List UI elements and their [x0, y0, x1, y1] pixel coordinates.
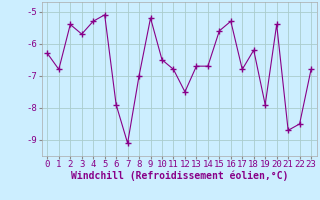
X-axis label: Windchill (Refroidissement éolien,°C): Windchill (Refroidissement éolien,°C): [70, 171, 288, 181]
